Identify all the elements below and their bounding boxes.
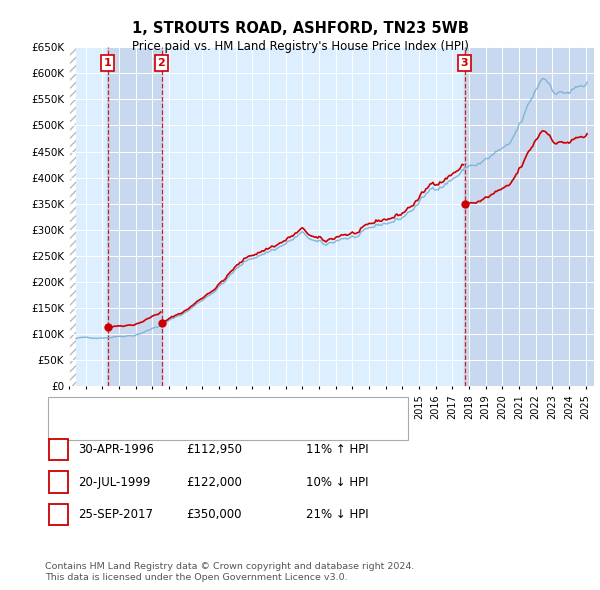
Text: HPI: Average price, detached house, Ashford: HPI: Average price, detached house, Ashf… (83, 423, 327, 433)
Text: £122,000: £122,000 (186, 476, 242, 489)
Text: 2: 2 (55, 476, 63, 489)
Text: Contains HM Land Registry data © Crown copyright and database right 2024.: Contains HM Land Registry data © Crown c… (45, 562, 415, 571)
Text: 21% ↓ HPI: 21% ↓ HPI (306, 508, 368, 521)
Text: £350,000: £350,000 (186, 508, 241, 521)
Text: 2: 2 (158, 58, 166, 68)
Text: 11% ↑ HPI: 11% ↑ HPI (306, 443, 368, 456)
Text: 1: 1 (55, 443, 63, 456)
Text: 3: 3 (461, 58, 469, 68)
Text: Price paid vs. HM Land Registry's House Price Index (HPI): Price paid vs. HM Land Registry's House … (131, 40, 469, 53)
Text: 20-JUL-1999: 20-JUL-1999 (78, 476, 151, 489)
Text: This data is licensed under the Open Government Licence v3.0.: This data is licensed under the Open Gov… (45, 572, 347, 582)
Text: 1: 1 (104, 58, 112, 68)
Text: £112,950: £112,950 (186, 443, 242, 456)
Text: 10% ↓ HPI: 10% ↓ HPI (306, 476, 368, 489)
Text: 1, STROUTS ROAD, ASHFORD, TN23 5WB: 1, STROUTS ROAD, ASHFORD, TN23 5WB (131, 21, 469, 35)
Text: 3: 3 (55, 508, 63, 521)
Text: 30-APR-1996: 30-APR-1996 (78, 443, 154, 456)
Bar (464, 47, 594, 386)
Bar (107, 47, 163, 386)
Bar (69, 47, 76, 386)
Text: 1, STROUTS ROAD, ASHFORD, TN23 5WB (detached house): 1, STROUTS ROAD, ASHFORD, TN23 5WB (deta… (83, 404, 407, 414)
Text: 25-SEP-2017: 25-SEP-2017 (78, 508, 153, 521)
